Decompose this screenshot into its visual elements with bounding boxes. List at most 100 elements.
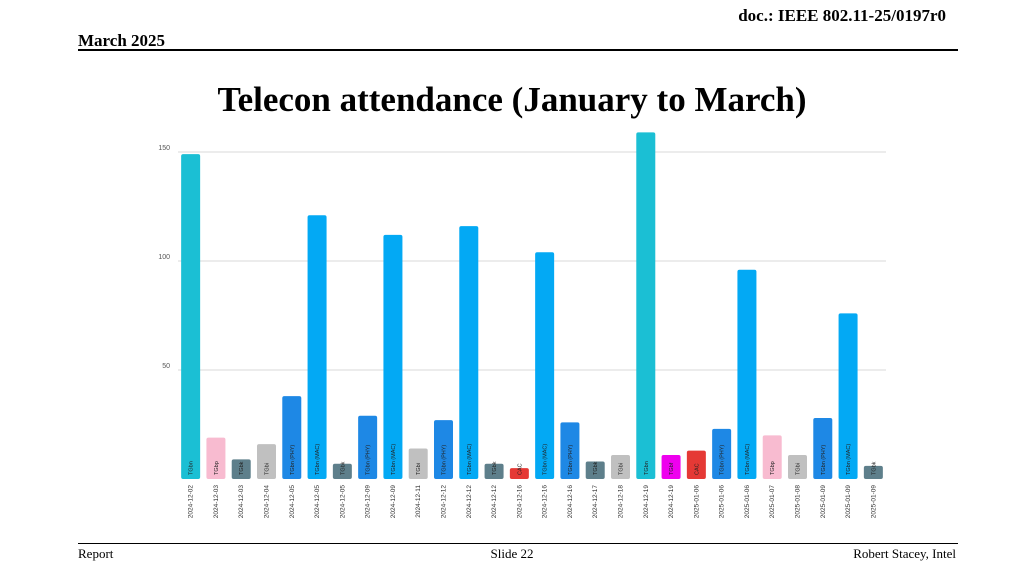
bar [863,465,883,479]
y-tick-label: 100 [158,254,170,261]
x-tick-label: 2025-01-06 [744,485,751,519]
bar [181,154,201,479]
bar [560,422,580,479]
bar [611,455,630,479]
x-tick-label: 2024-12-09 [365,485,372,519]
x-tick-label: 2024-12-17 [592,485,599,519]
bar-label: TGbi [619,463,625,475]
x-tick-label: 2024-12-04 [264,485,271,519]
bar-label: TGbn [644,461,650,475]
bar-label: TGbn (MAC) [846,444,852,475]
x-tick-label: 2024-12-12 [466,485,473,519]
bar-label: TGbk [239,461,245,475]
bar-label: TGbn (MAC) [315,444,321,475]
x-tick-label: 2025-01-07 [769,485,776,519]
bar-label: TGbp [770,461,776,475]
bar [661,455,681,479]
bar [686,450,706,479]
x-tick-label: 2024-12-16 [542,485,549,519]
x-tick-label: 2024-12-16 [516,485,523,519]
bar-label: TGbn (MAC) [543,444,549,475]
x-tick-label: 2024-12-11 [415,485,422,518]
y-tick-label: 150 [158,145,170,152]
bar [838,313,858,479]
x-tick-label: 2024-12-09 [390,485,397,519]
bar [434,420,453,479]
x-tick-label: 2024-12-18 [618,485,625,519]
bar [712,428,732,479]
bar [332,463,352,479]
bar-label: TGbn (MAC) [467,444,473,475]
bar [408,448,428,479]
x-tick-label: 2025-01-09 [845,485,852,519]
x-tick-label: 2024-12-05 [339,485,346,519]
bar-label: TGbk [593,461,599,475]
x-tick-label: 2024-12-16 [567,485,574,519]
bar [459,226,479,479]
bar [535,252,555,479]
bars [181,132,883,479]
bar [585,461,605,479]
bar-label: TGbn (MAC) [745,444,751,475]
footer-left-text: Report [78,546,114,561]
x-tick-labels: 2024-12-02 2024-12-03 2024-12-03 2024-12-04… [188,485,878,519]
bar-label: TGbn (PHY) [290,445,296,475]
bar-label: TGbk [492,461,498,475]
bar [231,459,251,479]
bar-label: TGbn (PHY) [442,445,448,475]
bar [383,234,403,479]
slide-number: Slide 22 [490,546,534,561]
bar [358,415,378,479]
bar [636,132,656,479]
x-tick-label: 2025-01-06 [719,485,726,519]
bar [509,468,529,479]
x-tick-label: 2024-12-12 [491,485,498,519]
bar-label: TGbi [796,463,802,475]
x-tick-label: 2024-12-02 [188,485,195,519]
x-tick-label: 2024-12-03 [238,485,245,519]
x-tick-label: 2024-12-19 [643,485,650,519]
bar-label: TGbn (PHY) [568,445,574,475]
x-tick-label: 2024-12-03 [213,485,220,519]
bar [307,215,327,479]
bar-label: CAC [694,463,700,475]
x-tick-label: 2024-12-05 [314,485,321,519]
bar-label: TGbp [214,461,220,475]
x-tick-label: 2025-01-09 [820,485,827,519]
x-tick-label: 2024-12-05 [289,485,296,519]
bar [257,444,276,479]
x-tick-label: 2024-12-19 [668,485,675,519]
bar [762,435,782,479]
bar-labels: TGbn TGbp TGbk TGbi TGbn (PHY) TGbn (MAC) TGbk… [189,444,878,475]
grid-lines: 50 100 150 [158,145,886,371]
bar [282,396,302,479]
bar-label: TGbn (MAC) [391,444,397,475]
bar-label: TGbn (PHY) [720,445,726,475]
bar-label: TGbk [340,461,346,475]
document-date: March 2025 [78,31,166,50]
footer-author: Robert Stacey, Intel [853,546,956,561]
bar-label: CAC [517,463,523,475]
bar [206,437,226,479]
x-tick-label: 2024-12-12 [441,485,448,519]
bar-label: TGbk [871,461,877,475]
slide-title: Telecon attendance (January to March) [217,80,807,119]
bar [788,455,807,479]
x-tick-label: 2025-01-06 [693,485,700,519]
bar-label: TGbn (PHY) [366,445,372,475]
x-tick-label: 2025-01-08 [795,485,802,519]
bar-label: TGbi [265,463,271,475]
bar [813,417,833,479]
bar-label: TGbf [669,462,675,475]
footer-rule [78,543,958,544]
header-rule [78,49,958,51]
document-id: doc.: IEEE 802.11-25/0197r0 [738,6,946,25]
x-tick-label: 2025-01-09 [870,485,877,519]
bar [484,463,504,479]
bar [737,269,757,479]
bar-label: TGbn (PHY) [821,445,827,475]
y-tick-label: 50 [162,363,170,370]
bar-label: TGbn [189,461,195,475]
bar-label: TGbi [416,463,422,475]
